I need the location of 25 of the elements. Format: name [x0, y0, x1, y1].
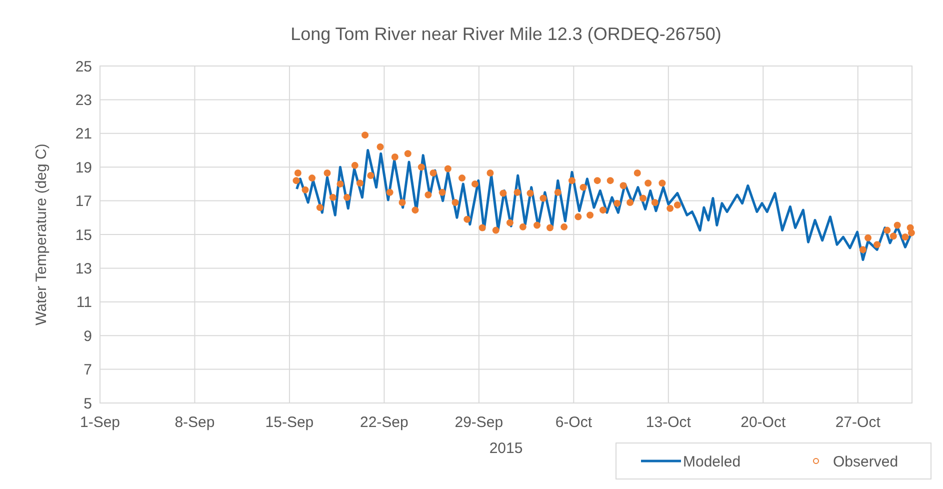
- y-tick-label: 11: [76, 294, 92, 312]
- y-tick-label: 13: [75, 260, 92, 278]
- y-tick-label: 15: [75, 226, 92, 244]
- y-tick-label: 7: [84, 362, 92, 379]
- y-tick-label: 5: [84, 395, 92, 412]
- x-tick-label: 15-Sep: [265, 414, 314, 431]
- x-tick-label: 13-Oct: [646, 414, 692, 431]
- x-tick-label: 22-Sep: [360, 414, 408, 431]
- x-tick-label: 6-Oct: [555, 414, 593, 431]
- x-tick-label: 27-Oct: [835, 414, 882, 431]
- x-axis-title: 2015: [489, 440, 523, 457]
- x-tick-label: 29-Sep: [454, 414, 504, 431]
- legend-label: Observed: [833, 453, 898, 470]
- y-tick-label: 9: [84, 328, 92, 345]
- legend-label: Modeled: [683, 453, 741, 470]
- x-tick-label: 8-Sep: [174, 414, 215, 431]
- y-tick-label: 17: [75, 193, 92, 210]
- y-tick-label: 19: [75, 159, 92, 176]
- y-tick-label: 21: [75, 126, 92, 143]
- y-tick-label: 25: [75, 58, 92, 76]
- y-axis-title: Water Temperature (deg C): [33, 144, 50, 326]
- y-tick-label: 23: [75, 92, 92, 109]
- chart-title: Long Tom River near River Mile 12.3 (ORDEQ-26750): [290, 24, 722, 44]
- x-tick-label: 1-Sep: [80, 414, 120, 431]
- x-tick-label: 20-Oct: [740, 414, 786, 431]
